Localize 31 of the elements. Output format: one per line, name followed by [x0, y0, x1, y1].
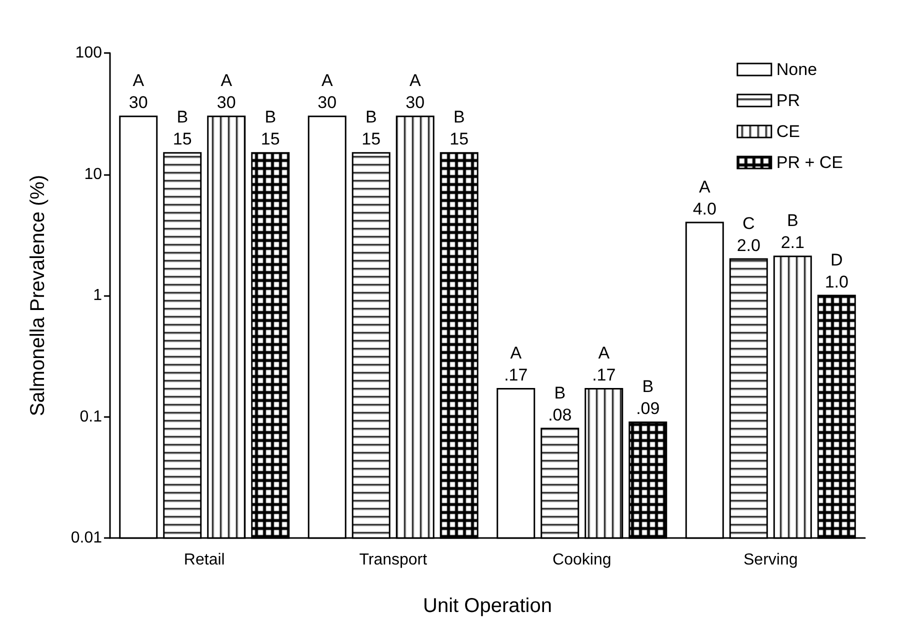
x-tick-label: Cooking [552, 552, 612, 568]
data-label: B 15 [260, 108, 280, 149]
x-axis-title: Unit Operation [423, 595, 552, 617]
data-label: A .17 [592, 344, 616, 385]
data-label: B .09 [636, 377, 660, 418]
data-label: B 15 [362, 108, 381, 149]
y-axis-title: Salmonella Prevalence (%) [27, 174, 49, 416]
data-label: A .17 [504, 344, 528, 385]
legend-label: PR + CE [776, 153, 844, 172]
legend-label: CE [776, 122, 800, 141]
x-tick-label: Transport [359, 552, 428, 568]
y-tick-label: 1 [93, 287, 102, 304]
x-tick-label: Serving [744, 552, 798, 568]
y-tick-label: 0.01 [70, 530, 102, 546]
data-label: C 2.0 [736, 214, 760, 255]
data-label: A 30 [406, 71, 425, 112]
y-tick-label: 0.1 [80, 408, 102, 426]
data-label: D 1.0 [824, 250, 848, 292]
data-label: A 30 [318, 71, 337, 112]
legend-label: PR [776, 91, 800, 110]
data-label: B 15 [450, 108, 469, 149]
data-label: A 30 [216, 71, 236, 112]
y-tick-label: 100 [75, 44, 102, 62]
data-label: B 2.1 [780, 211, 804, 252]
legend-label: None [776, 60, 818, 79]
data-label: A 4.0 [692, 177, 716, 218]
x-tick-label: Retail [184, 552, 225, 568]
y-tick-label: 10 [84, 166, 102, 183]
data-label: A 30 [128, 71, 148, 112]
data-label: B .08 [548, 383, 572, 424]
data-label: B 15 [172, 108, 192, 149]
